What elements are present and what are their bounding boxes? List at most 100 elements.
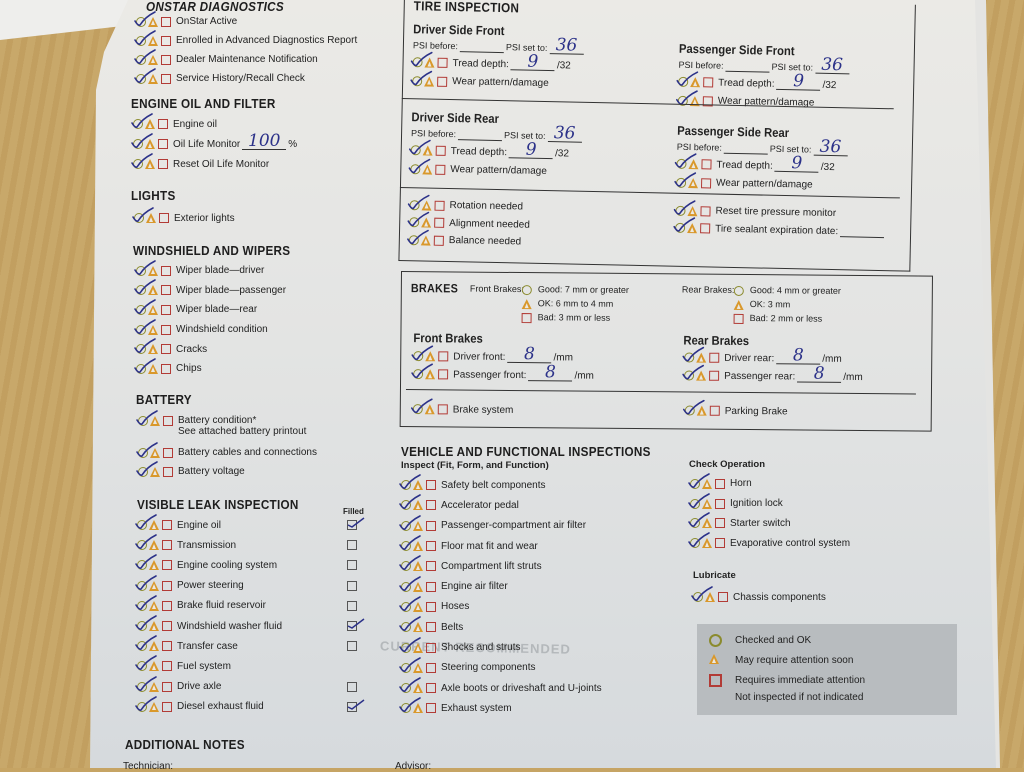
status-marks[interactable] — [399, 596, 437, 613]
status-marks[interactable] — [134, 357, 172, 375]
item-label: OnStar Active — [176, 16, 238, 27]
status-marks[interactable] — [135, 554, 173, 571]
status-marks[interactable] — [134, 299, 172, 316]
status-marks[interactable] — [691, 586, 729, 603]
filled-checkbox[interactable] — [347, 641, 357, 652]
handwritten-field[interactable]: 100 — [242, 133, 287, 150]
status-marks[interactable] — [399, 657, 437, 674]
status-marks[interactable] — [136, 441, 174, 459]
status-marks[interactable] — [407, 212, 445, 229]
legend-text: Good: 4 mm or greater — [749, 285, 841, 296]
handwritten-field[interactable]: 9 — [774, 153, 819, 174]
status-marks[interactable] — [399, 494, 437, 511]
status-marks[interactable] — [134, 279, 172, 296]
status-marks[interactable] — [134, 10, 172, 28]
status-marks[interactable] — [410, 70, 448, 88]
square-immediate-icon — [426, 601, 436, 612]
status-marks[interactable] — [134, 338, 172, 355]
status-marks[interactable] — [674, 153, 712, 171]
checklist-item: Parking Brake — [683, 399, 788, 421]
filled-checkbox[interactable] — [347, 517, 365, 530]
status-marks[interactable] — [136, 409, 174, 427]
status-marks[interactable] — [134, 259, 172, 277]
status-marks[interactable] — [399, 514, 437, 532]
handwritten-field[interactable]: 36 — [813, 136, 848, 157]
status-marks[interactable] — [688, 512, 726, 529]
status-marks[interactable] — [688, 492, 726, 510]
status-marks[interactable] — [676, 71, 714, 89]
item-label: Rotation needed — [449, 200, 524, 213]
handwritten-field[interactable]: 8 — [528, 362, 573, 382]
status-marks[interactable] — [399, 677, 437, 694]
handwritten-field[interactable]: 9 — [510, 52, 556, 72]
handwritten-field[interactable] — [457, 127, 503, 141]
status-marks[interactable] — [682, 346, 720, 363]
status-marks[interactable] — [135, 534, 173, 551]
triangle-attention-icon — [705, 592, 715, 602]
status-marks[interactable] — [135, 695, 173, 713]
checklist-item: Axle boots or driveshaft and U-joints — [399, 677, 602, 698]
handwritten-field[interactable]: 9 — [508, 140, 554, 160]
triangle-attention-icon — [150, 466, 160, 477]
status-marks[interactable] — [407, 229, 445, 247]
status-marks[interactable] — [399, 535, 437, 552]
status-marks[interactable] — [134, 67, 172, 85]
status-marks[interactable] — [134, 318, 172, 336]
status-marks[interactable] — [411, 363, 449, 380]
filled-checkbox[interactable] — [347, 580, 357, 591]
filled-checkbox[interactable] — [347, 699, 365, 712]
status-marks[interactable] — [131, 133, 169, 150]
square-immediate-icon — [158, 119, 168, 129]
brakes-heading: BRAKES — [410, 281, 459, 296]
handwritten-field[interactable]: 36 — [549, 35, 584, 55]
handwritten-field[interactable]: 8 — [797, 364, 842, 384]
filled-checkbox[interactable] — [347, 618, 365, 631]
status-marks[interactable] — [135, 514, 173, 531]
status-marks[interactable] — [134, 48, 172, 66]
handwritten-field[interactable]: 36 — [814, 54, 850, 75]
status-marks[interactable] — [410, 52, 448, 69]
status-marks[interactable] — [135, 595, 173, 612]
status-marks[interactable] — [673, 200, 711, 217]
handwritten-check-icon — [131, 113, 153, 128]
filled-checkbox[interactable] — [347, 560, 357, 571]
status-marks[interactable] — [135, 615, 173, 632]
filled-checkbox[interactable] — [347, 600, 357, 611]
handwritten-field[interactable] — [723, 141, 769, 155]
status-marks[interactable] — [131, 113, 169, 130]
handwritten-field[interactable] — [840, 225, 885, 239]
status-marks[interactable] — [673, 217, 711, 235]
item-label: Balance needed — [448, 235, 522, 248]
status-marks[interactable] — [399, 616, 437, 633]
status-marks[interactable] — [411, 345, 449, 362]
status-marks[interactable] — [399, 555, 437, 572]
handwritten-field[interactable] — [459, 39, 505, 53]
status-marks[interactable] — [134, 29, 172, 47]
status-marks[interactable] — [408, 158, 446, 176]
status-marks[interactable] — [683, 399, 721, 416]
status-marks[interactable] — [688, 473, 726, 490]
status-marks[interactable] — [688, 532, 726, 549]
status-marks[interactable] — [407, 194, 445, 212]
handwritten-field[interactable] — [725, 59, 770, 73]
filled-checkbox[interactable] — [347, 681, 357, 692]
status-marks[interactable] — [135, 635, 173, 652]
status-marks[interactable] — [131, 153, 169, 170]
handwritten-field[interactable]: 9 — [776, 71, 821, 92]
handwritten-check-icon — [136, 409, 158, 425]
status-marks[interactable] — [132, 207, 170, 224]
status-marks[interactable] — [399, 697, 437, 714]
status-marks[interactable] — [408, 140, 447, 157]
status-marks[interactable] — [399, 474, 437, 491]
status-marks[interactable] — [399, 636, 437, 654]
status-marks[interactable] — [136, 460, 174, 478]
status-marks[interactable] — [135, 675, 173, 693]
status-marks[interactable] — [399, 575, 437, 593]
status-marks[interactable] — [674, 172, 712, 189]
status-marks[interactable] — [135, 574, 173, 592]
filled-checkbox[interactable] — [347, 540, 357, 551]
status-marks[interactable] — [411, 398, 449, 415]
status-marks[interactable] — [682, 364, 720, 381]
handwritten-field[interactable]: 36 — [547, 123, 582, 143]
status-marks[interactable] — [135, 655, 173, 672]
